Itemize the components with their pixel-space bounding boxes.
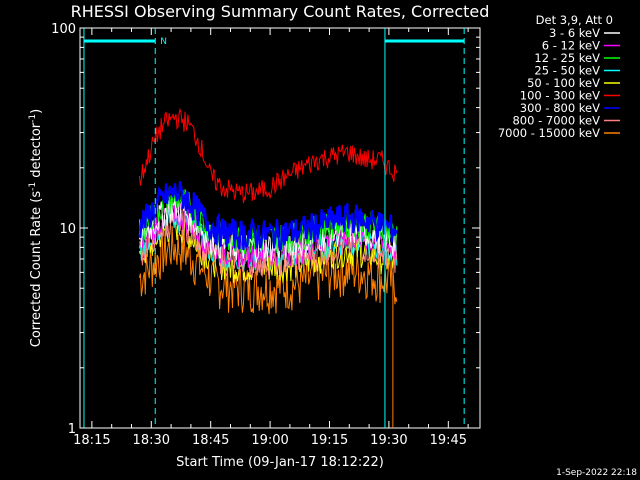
y-axis-label-end: ) [29, 109, 44, 114]
legend-label: 100 - 300 keV [520, 89, 600, 103]
series-line-100-300-keV [138, 107, 398, 204]
generation-stamp: 1-Sep-2022 22:18 [556, 468, 637, 478]
y-axis-label: Corrected Count Rate (s-1 detector-1) [28, 109, 44, 347]
y-tick-label: 100 [51, 22, 76, 37]
x-tick-label: 18:30 [133, 433, 170, 448]
x-tick-label: 18:15 [73, 433, 110, 448]
flag-label-n: N [160, 37, 167, 47]
y-axis-label-sup2: -1 [28, 114, 38, 123]
legend-label: 7000 - 15000 keV [498, 126, 600, 140]
series-line-300-800-keV [138, 180, 398, 252]
legend-label: 800 - 7000 keV [512, 114, 600, 128]
legend-label: 300 - 800 keV [520, 101, 600, 115]
x-tick-label: 18:45 [192, 433, 229, 448]
x-tick-label: 19:30 [370, 433, 407, 448]
x-axis-label: Start Time (09-Jan-17 18:12:22) [176, 455, 384, 470]
legend-label: 50 - 100 keV [527, 76, 600, 90]
flag-layer: N [83, 28, 465, 428]
legend-label: 12 - 25 keV [534, 51, 600, 65]
x-tick-label: 19:00 [251, 433, 288, 448]
y-axis-label-sup1: -1 [28, 182, 38, 191]
x-tick-label: 19:45 [430, 433, 467, 448]
y-tick-label: 1 [68, 422, 76, 437]
x-tick-label: 19:15 [311, 433, 348, 448]
legend-label: 3 - 6 keV [549, 26, 600, 40]
legend-header: Det 3,9, Att 0 [536, 13, 613, 27]
chart-title: RHESSI Observing Summary Count Rates, Co… [71, 2, 490, 21]
y-tick-label: 10 [59, 222, 76, 237]
y-axis-label-main: Corrected Count Rate (s [29, 191, 44, 348]
tick-layer: 18:15 18:30 18:45 19:00 19:15 19:30 19:45 1 10 10… [51, 22, 480, 448]
legend-label: 6 - 12 keV [542, 39, 600, 53]
series-line-6-12-keV [138, 198, 398, 268]
legend-label: 25 - 50 keV [534, 64, 600, 78]
y-axis-label-mid: detector [29, 122, 44, 182]
data-layer [138, 107, 398, 428]
